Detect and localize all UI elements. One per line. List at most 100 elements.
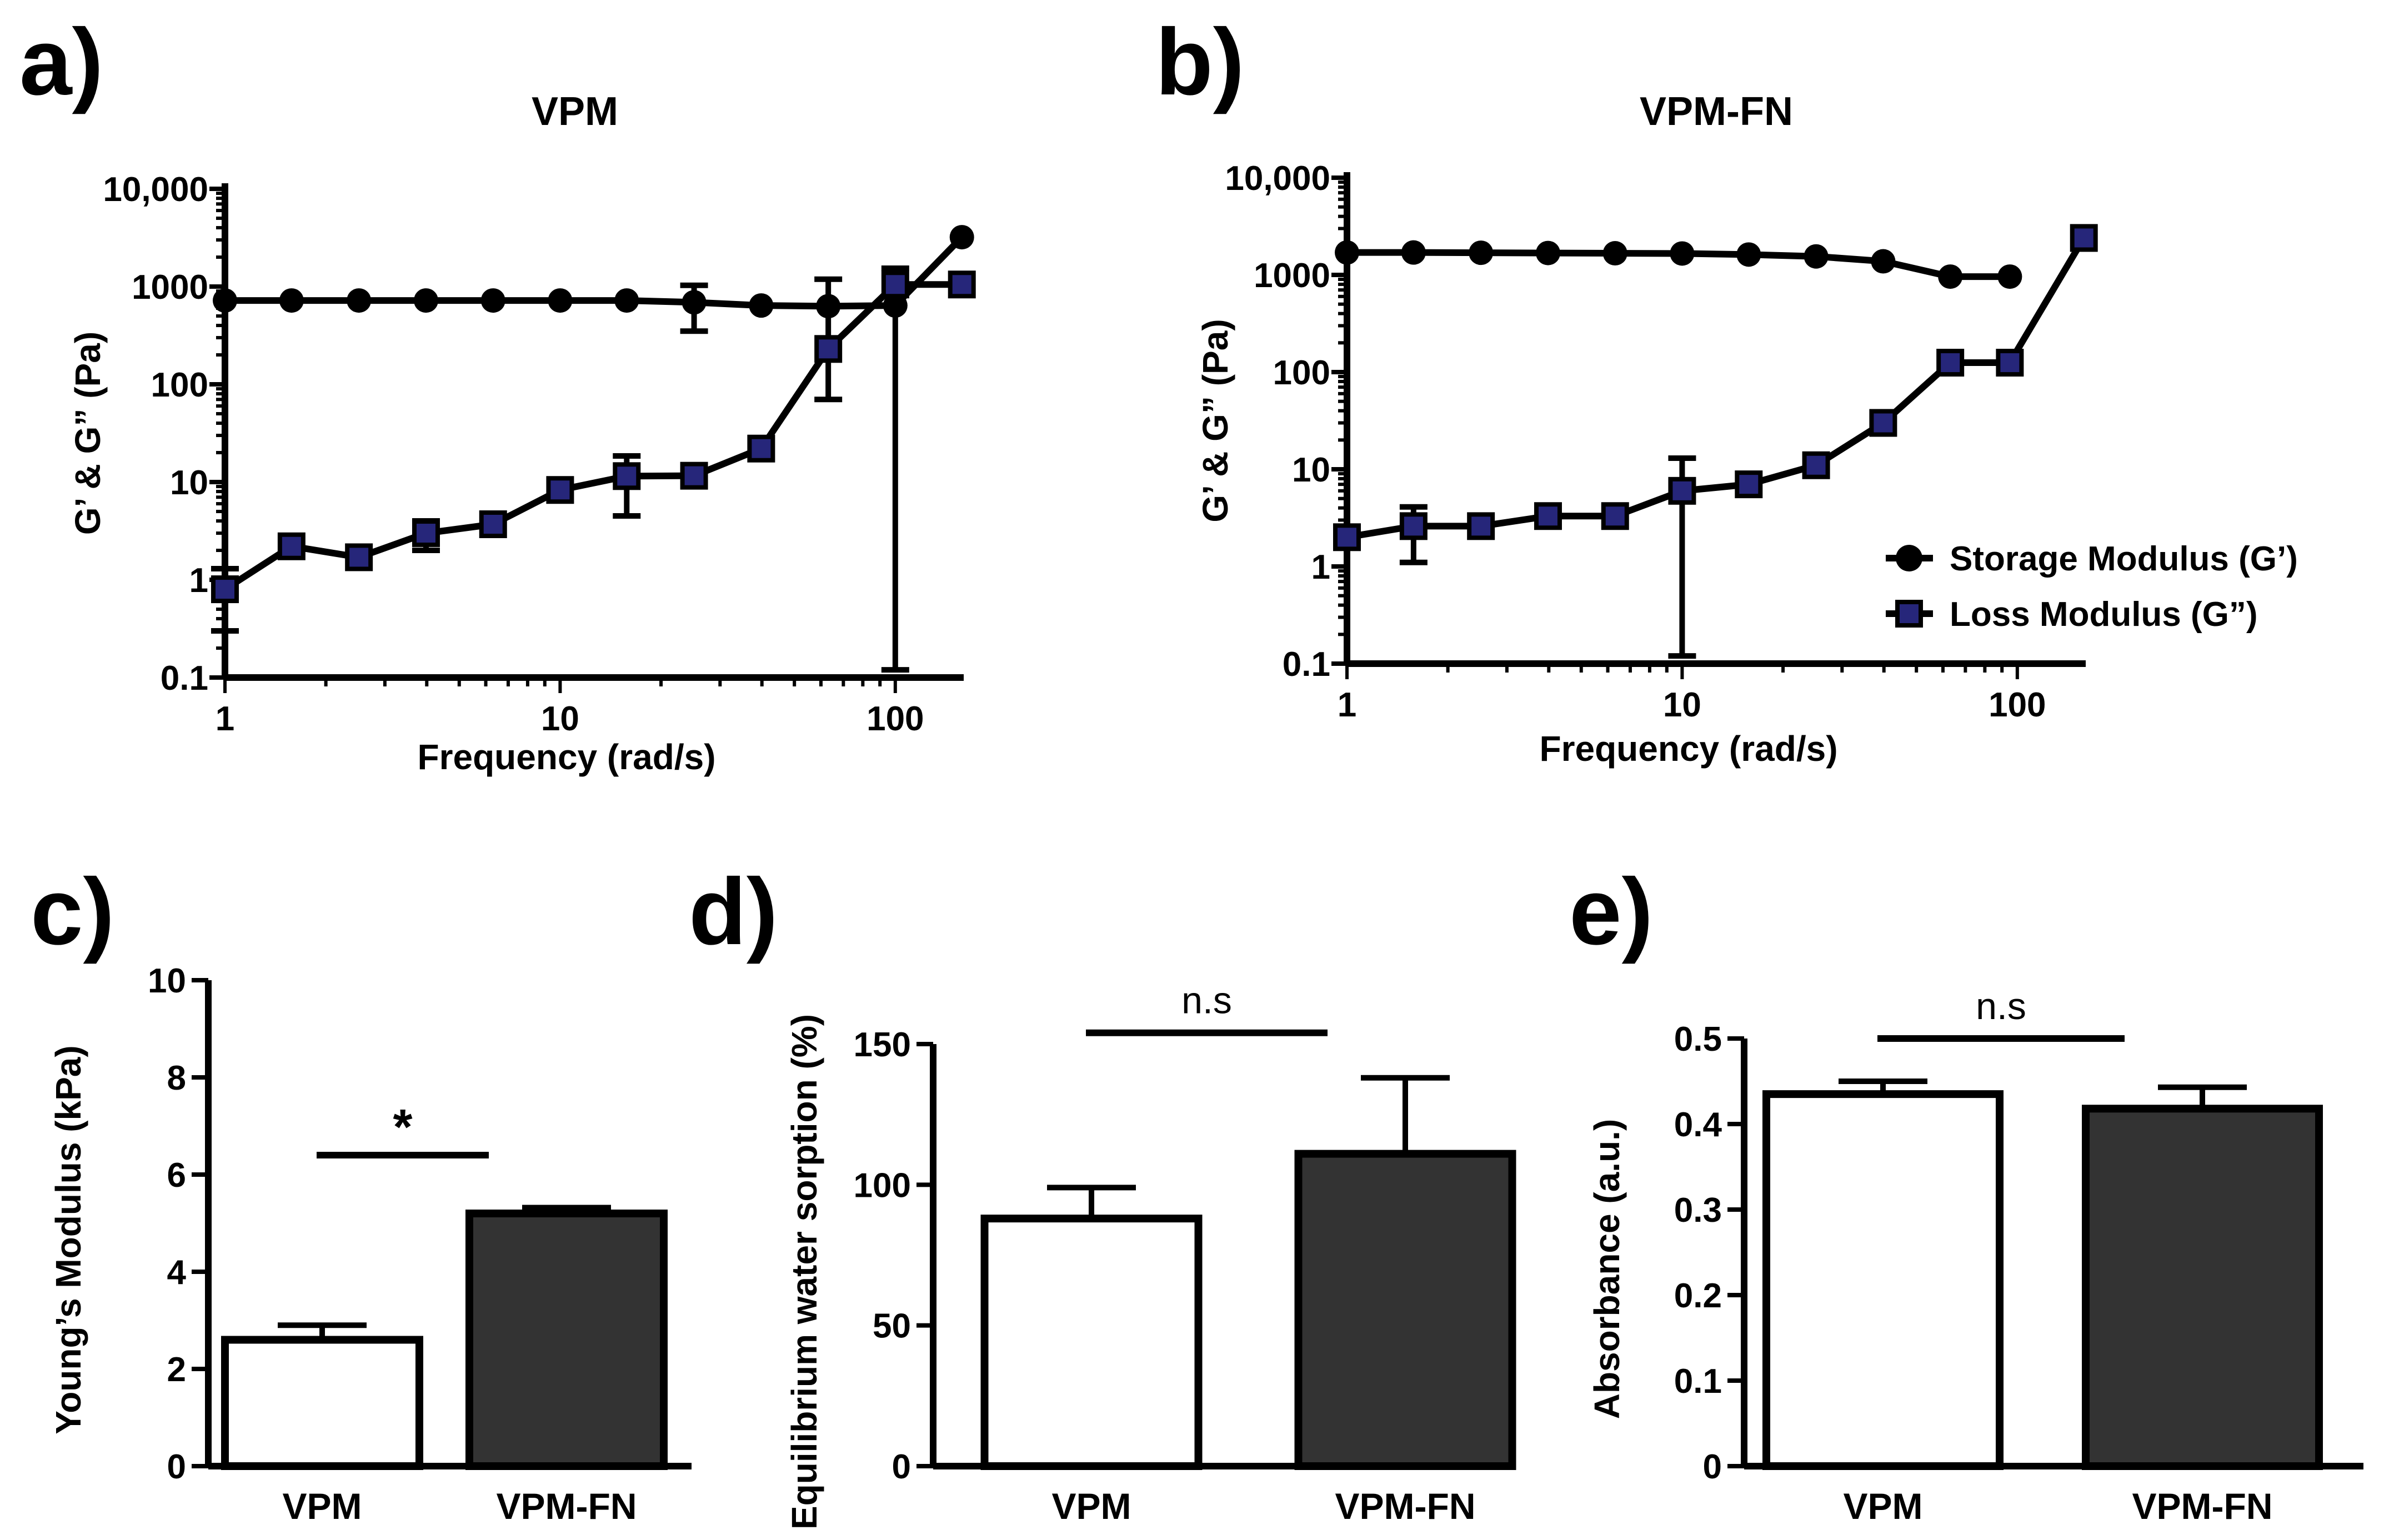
chart-title-a: VPM	[532, 89, 618, 134]
data-point	[680, 462, 708, 490]
data-point	[1535, 240, 1560, 265]
y-tick-label: 2	[167, 1351, 186, 1389]
data-point	[881, 270, 909, 299]
y-axis-label: Absorbance (a.u.)	[1587, 1119, 1627, 1419]
y-tick-label: 50	[873, 1307, 911, 1346]
series-loss-modulus	[211, 270, 976, 634]
data-point	[211, 575, 239, 604]
data-point	[1871, 249, 1896, 274]
y-tick-label: 100	[854, 1166, 911, 1205]
data-point	[614, 288, 639, 313]
y-tick-label: 4	[167, 1253, 187, 1292]
data-point	[1534, 502, 1562, 530]
data-point	[548, 288, 573, 313]
data-point	[1804, 244, 1829, 269]
x-tick-label: VPM	[1051, 1486, 1131, 1527]
data-point	[1936, 349, 1965, 377]
x-tick-label: VPM-FN	[2132, 1486, 2273, 1527]
panel-label-e: e)	[1569, 859, 1653, 965]
y-tick-label: 100	[1273, 354, 1330, 392]
series-line	[223, 281, 962, 593]
y-tick-label: 10,000	[1225, 159, 1330, 198]
y-axis-label: Equilibrium water sorption (%)	[784, 1014, 824, 1529]
data-point	[277, 532, 305, 560]
data-point	[480, 288, 505, 313]
x-tick-label: VPM-FN	[1335, 1486, 1476, 1527]
y-tick-label: 1	[1311, 548, 1330, 586]
x-tick-label: 1	[1338, 686, 1356, 724]
data-point	[883, 293, 908, 318]
legend: Storage Modulus (G’) Loss Modulus (G”)	[1886, 540, 2298, 634]
data-point	[347, 288, 372, 313]
x-tick-label: VPM-FN	[497, 1486, 637, 1527]
legend-label: Storage Modulus (G’)	[1950, 540, 2298, 578]
panel-label-a: a)	[19, 9, 103, 115]
y-tick-label: 10	[1292, 451, 1330, 489]
y-tick-label: 8	[167, 1059, 186, 1097]
bar-chart-c: 0 2 4 6 8 10 Young’s Modulus (kPa) VPM VPM-FN *	[48, 962, 692, 1527]
bar-chart-e: 0 0.1 0.2 0.3 0.4 0.5 Absorbance (a.u.) VPM VPM-…	[1587, 985, 2363, 1527]
x-tick-label: 10	[541, 700, 579, 738]
y-axis-label: G’ & G” (Pa)	[68, 332, 108, 535]
bar-vpm-fn	[2082, 1105, 2323, 1470]
data-point	[1670, 241, 1695, 266]
legend-label: Loss Modulus (G”)	[1950, 595, 2258, 634]
data-point	[1602, 241, 1627, 266]
data-point	[1869, 409, 1897, 437]
y-tick-label: 0.3	[1674, 1191, 1722, 1230]
bar-vpm-fn	[465, 1210, 668, 1470]
data-point	[1736, 242, 1761, 267]
y-tick-label: 10	[170, 464, 208, 502]
series-storage-modulus	[213, 225, 974, 673]
panel-label-d: d)	[689, 859, 778, 965]
y-tick-label: 0.1	[1283, 645, 1330, 684]
bar-vpm	[1762, 1090, 2004, 1470]
data-point	[213, 288, 237, 313]
data-point	[1735, 470, 1763, 499]
bar-chart-d: 0 50 100 150 Equilibrium water sorption (%) V…	[784, 980, 1516, 1529]
y-tick-label: 100	[151, 366, 208, 404]
data-point	[814, 335, 843, 363]
data-point	[1601, 502, 1629, 530]
data-point	[413, 288, 438, 313]
x-tick-label: 100	[867, 700, 924, 738]
x-axis-label: Frequency (rad/s)	[417, 737, 715, 777]
data-point	[1401, 240, 1426, 265]
y-tick-label: 6	[167, 1156, 186, 1195]
y-tick-label: 0.2	[1674, 1277, 1722, 1315]
series-line	[1346, 236, 2087, 541]
bar-vpm	[980, 1215, 1203, 1470]
significance-label: n.s	[1181, 980, 1232, 1022]
data-point	[948, 270, 976, 299]
data-point	[949, 225, 974, 250]
y-tick-label: 0	[892, 1448, 911, 1486]
x-tick-label: 1	[216, 700, 234, 738]
data-point	[682, 290, 707, 315]
y-tick-label: 0.1	[161, 659, 208, 698]
data-point	[1469, 240, 1494, 265]
data-point	[1467, 512, 1495, 540]
data-point	[1802, 451, 1830, 479]
y-tick-label: 10,000	[103, 170, 208, 209]
data-point	[1668, 476, 1696, 505]
y-tick-label: 150	[854, 1026, 911, 1064]
x-tick-label: VPM	[282, 1486, 362, 1527]
y-tick-label: 1000	[1254, 257, 1330, 295]
significance-label: n.s	[1976, 985, 2026, 1027]
data-point	[749, 293, 774, 318]
chart-title-b: VPM-FN	[1640, 89, 1793, 134]
data-point	[412, 519, 440, 548]
y-axis-label: Young’s Modulus (kPa)	[48, 1045, 88, 1434]
data-point	[345, 543, 373, 571]
data-point	[279, 288, 304, 313]
significance-label: *	[393, 1100, 412, 1155]
series-loss-modulus	[1333, 224, 2098, 659]
x-tick-label: VPM	[1843, 1486, 1922, 1527]
panel-label-c: c)	[31, 859, 114, 965]
data-point	[2070, 224, 2098, 252]
data-point	[816, 294, 841, 319]
data-point	[546, 476, 574, 504]
data-point	[1997, 264, 2022, 289]
